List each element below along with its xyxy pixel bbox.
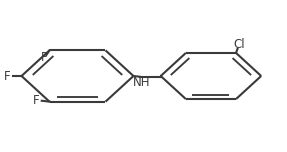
Text: F: F: [33, 94, 40, 107]
Text: F: F: [41, 51, 48, 64]
Text: NH: NH: [133, 76, 150, 89]
Text: F: F: [4, 69, 11, 83]
Text: Cl: Cl: [233, 38, 245, 51]
